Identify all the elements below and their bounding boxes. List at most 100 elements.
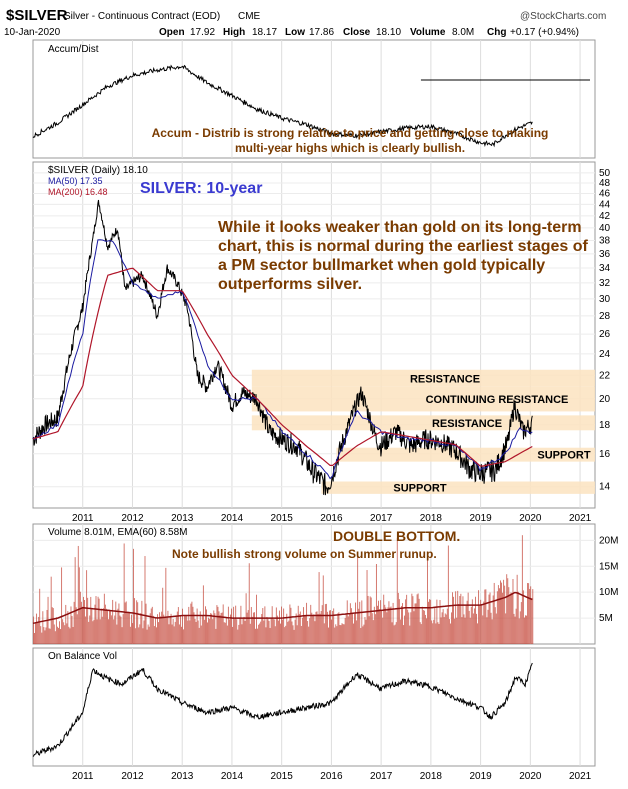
volume-bar: [135, 628, 137, 644]
volume-bar: [183, 629, 185, 644]
x-tick-label: 2013: [171, 771, 194, 782]
volume-bar: [374, 614, 376, 644]
volume-bar: [67, 611, 69, 644]
volume-bar: [296, 625, 298, 644]
price-legend: $SILVER (Daily) 18.10: [48, 165, 148, 176]
volume-bar: [440, 617, 442, 644]
volume-bar: [351, 612, 353, 644]
volume-bar: [189, 620, 191, 644]
volume-bar: [209, 618, 211, 644]
volume-bar: [432, 623, 434, 644]
volume-bar: [299, 611, 301, 644]
volume-bar: [291, 621, 293, 644]
volume-bar: [453, 596, 455, 644]
volume-bar: [111, 615, 113, 644]
volume-bar: [276, 615, 278, 644]
volume-bar: [346, 600, 348, 644]
price-band: [251, 415, 596, 431]
volume-bar: [230, 614, 231, 644]
volume-bar: [218, 611, 220, 644]
volume-bar: [83, 596, 84, 644]
open-label: Open: [159, 27, 185, 38]
volume-bar: [214, 613, 216, 644]
volume-bar: [206, 609, 207, 644]
volume-bar: [484, 589, 486, 644]
volume-bar: [532, 589, 534, 644]
volume-bar: [44, 630, 46, 644]
low-value: 17.86: [309, 27, 334, 38]
volume-bar: [266, 616, 268, 644]
volume-bar: [227, 606, 229, 644]
volume-bar: [512, 578, 514, 644]
volume-bar: [235, 605, 237, 644]
volume-bar: [240, 605, 242, 644]
close-value: 18.10: [376, 27, 401, 38]
volume-bar: [125, 601, 127, 644]
volume-bar: [34, 632, 35, 644]
volume-bar: [258, 624, 260, 644]
volume-bar: [100, 608, 102, 644]
price-tick-label: 20: [599, 394, 611, 405]
volume-bar: [50, 576, 52, 644]
volume-bar: [395, 622, 397, 644]
volume-bar: [171, 624, 173, 644]
volume-bar: [193, 612, 195, 644]
x-tick-label: 2017: [370, 513, 393, 524]
obv-legend: On Balance Vol: [48, 651, 117, 662]
volume-bar: [423, 610, 425, 644]
x-tick-label: 2020: [519, 513, 542, 524]
volume-bar: [478, 590, 480, 644]
volume-bar: [219, 615, 221, 644]
volume-bar: [489, 592, 491, 644]
volume-bar: [115, 601, 117, 644]
volume-label: Volume: [410, 27, 446, 38]
volume-bar: [326, 611, 328, 644]
volume-bar: [377, 605, 378, 644]
volume-bar: [323, 623, 325, 644]
x-tick-label: 2015: [271, 513, 294, 524]
volume-bar: [241, 624, 243, 644]
volume-bar: [42, 611, 44, 644]
ma200-legend: MA(200) 16.48: [48, 187, 108, 197]
volume-bar: [418, 598, 420, 644]
volume-bar: [156, 627, 157, 644]
volume-bar: [359, 601, 361, 644]
volume-bar: [349, 603, 351, 644]
volume-bar: [162, 587, 164, 644]
volume-bar: [61, 567, 63, 644]
volume-bar: [391, 622, 393, 644]
volume-bar: [500, 580, 501, 644]
volume-bar: [487, 609, 489, 644]
volume-bar: [128, 612, 130, 644]
volume-bar: [369, 596, 371, 644]
volume-bar: [242, 618, 244, 644]
volume-bar: [134, 598, 136, 644]
x-tick-label: 2011: [72, 771, 94, 782]
x-tick-label: 2017: [370, 771, 393, 782]
volume-bar: [87, 597, 89, 644]
volume-bar: [471, 599, 473, 644]
volume-bar: [286, 613, 288, 644]
volume-bar: [461, 617, 463, 644]
volume-bar: [298, 613, 300, 644]
volume-bar: [365, 619, 367, 644]
volume-bar: [317, 614, 319, 644]
volume-bar: [263, 620, 265, 644]
volume-bar: [329, 610, 330, 644]
price-tick-label: 42: [599, 211, 611, 222]
volume-bar: [284, 627, 286, 644]
volume-bar: [105, 608, 107, 644]
volume-bar: [407, 609, 409, 644]
volume-bar: [492, 595, 494, 644]
volume-bar: [200, 625, 202, 644]
volume-bar: [468, 610, 470, 644]
volume-bar: [108, 619, 109, 644]
high-value: 18.17: [252, 27, 277, 38]
volume-bar: [459, 596, 461, 644]
volume-bar: [490, 612, 492, 644]
volume-bar: [234, 619, 236, 644]
volume-legend: Volume 8.01M, EMA(60) 8.58M: [48, 527, 188, 538]
price-band: [251, 386, 596, 412]
volume-bar: [373, 606, 375, 644]
volume-bar: [257, 628, 259, 644]
